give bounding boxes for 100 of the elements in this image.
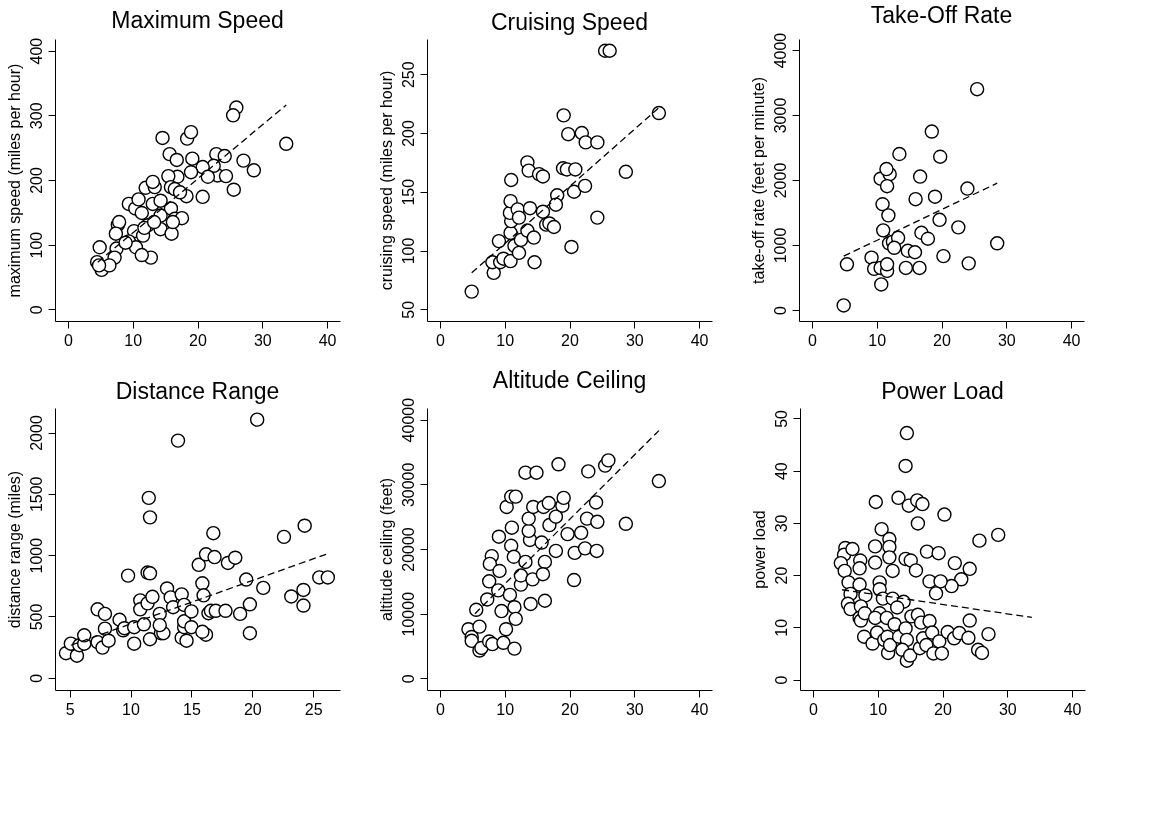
y-tick-label: 40000 — [399, 397, 417, 443]
point — [535, 169, 551, 184]
point — [936, 248, 951, 264]
chart-title: Take-Off Rate — [870, 2, 1013, 29]
point — [961, 256, 976, 271]
x-tick-label: 40 — [690, 331, 709, 349]
point — [503, 253, 518, 269]
point — [932, 212, 947, 228]
y-tick-label: 50 — [772, 409, 790, 428]
x-tick-label: 30 — [253, 331, 272, 349]
point — [602, 43, 617, 58]
y-tick-label: 2000 — [27, 415, 45, 451]
x-tick-label: 10 — [124, 331, 143, 349]
point — [491, 233, 507, 249]
y-axis-title: take-off rate (feet per minute) — [749, 77, 767, 284]
point — [932, 149, 948, 164]
point — [912, 260, 927, 276]
y-tick-label: 40 — [772, 462, 790, 481]
point — [951, 220, 966, 235]
x-tick-label: 0 — [64, 331, 73, 349]
point — [546, 219, 562, 235]
point — [527, 255, 542, 270]
y-tick-label: 300 — [27, 102, 45, 130]
y-tick-label: 150 — [399, 178, 417, 206]
point — [879, 161, 894, 177]
y-tick-label: 200 — [27, 167, 45, 194]
y-tick-label: 400 — [27, 37, 45, 65]
point — [511, 210, 527, 225]
y-tick-label: 100 — [27, 231, 45, 259]
x-tick-label: 10 — [496, 331, 515, 349]
point — [989, 236, 1005, 251]
y-tick-label: 10 — [772, 618, 790, 637]
y-tick-label: 0 — [399, 674, 417, 684]
y-axis-title: cruising speed (miles per hour) — [377, 70, 395, 291]
point — [839, 257, 855, 272]
x-tick-label: 40 — [1062, 331, 1081, 349]
x-tick-label: 25 — [304, 700, 323, 718]
y-tick-label: 2000 — [771, 162, 789, 199]
point — [618, 164, 634, 179]
x-tick-label: 10 — [122, 700, 141, 718]
point — [464, 284, 479, 299]
point — [548, 197, 564, 212]
y-tick-label: 0 — [27, 305, 45, 315]
chart-title: Altitude Ceiling — [492, 367, 647, 394]
point — [566, 184, 582, 199]
x-tick-label: 15 — [183, 700, 201, 718]
y-tick-label: 0 — [27, 673, 45, 683]
point — [577, 178, 593, 194]
point — [836, 298, 851, 313]
point — [898, 260, 914, 276]
y-tick-label: 100 — [399, 237, 417, 265]
point — [564, 239, 579, 255]
y-tick-label: 1000 — [771, 227, 789, 264]
chart-title: Power Load — [881, 378, 1004, 404]
point — [651, 105, 667, 121]
point — [908, 191, 923, 207]
point — [526, 230, 542, 245]
x-tick-label: 10 — [868, 331, 887, 349]
point — [568, 162, 583, 177]
point — [920, 231, 936, 246]
y-tick-label: 1500 — [27, 476, 45, 513]
x-tick-label: 40 — [690, 700, 709, 718]
x-tick-label: 5 — [65, 700, 75, 718]
x-tick-label: 0 — [809, 700, 818, 718]
x-tick-label: 20 — [243, 700, 262, 718]
y-tick-label: 3000 — [771, 97, 789, 134]
point — [560, 126, 576, 142]
point — [969, 81, 985, 97]
y-tick-label: 1000 — [27, 537, 45, 574]
x-tick-label: 10 — [496, 700, 515, 718]
point — [892, 146, 907, 162]
x-tick-label: 20 — [933, 331, 951, 349]
y-axis-title: distance range (miles) — [5, 470, 23, 629]
point — [503, 172, 519, 188]
x-tick-label: 20 — [189, 331, 207, 349]
y-tick-label: 20 — [772, 566, 790, 585]
point — [874, 277, 889, 292]
y-tick-label: 20000 — [399, 527, 417, 572]
y-tick-label: 10000 — [399, 591, 417, 637]
point — [927, 189, 943, 204]
y-tick-label: 30 — [772, 514, 790, 533]
point — [875, 197, 890, 212]
point — [960, 181, 975, 196]
x-tick-label: 0 — [436, 331, 445, 349]
point — [887, 240, 902, 255]
y-tick-label: 0 — [771, 305, 789, 315]
y-tick-label: 4000 — [771, 32, 789, 69]
x-tick-label: 30 — [625, 700, 644, 718]
y-axis-title: altitude ceiling (feet) — [377, 477, 395, 622]
point — [912, 169, 928, 184]
point — [522, 200, 538, 216]
chart-title: Distance Range — [115, 378, 280, 404]
x-tick-label: 0 — [436, 700, 445, 718]
point — [924, 124, 939, 139]
x-tick-label: 20 — [934, 700, 952, 718]
y-axis-title: power load — [750, 510, 768, 589]
chart-title: Maximum Speed — [111, 7, 284, 34]
y-tick-label: 500 — [27, 603, 45, 631]
x-tick-label: 30 — [998, 700, 1017, 718]
y-axis-title: maximum speed (miles per hour) — [5, 63, 23, 298]
